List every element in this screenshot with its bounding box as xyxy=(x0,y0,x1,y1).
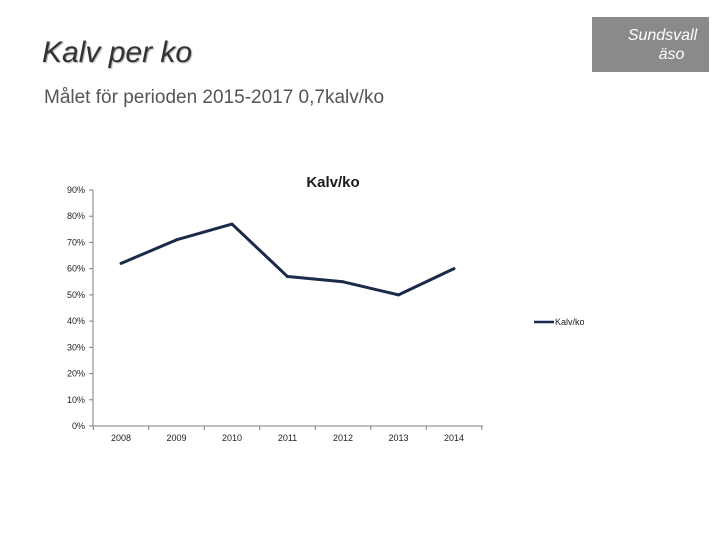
x-tick-label: 2010 xyxy=(222,433,242,443)
data-point xyxy=(119,261,123,265)
x-tick-label: 2014 xyxy=(444,433,464,443)
logo: Sundsvall äso xyxy=(592,17,709,72)
logo-line-2: äso xyxy=(658,45,685,63)
y-tick-label: 30% xyxy=(67,342,85,352)
y-tick-label: 80% xyxy=(67,211,85,221)
data-point xyxy=(230,222,234,226)
x-tick-label: 2009 xyxy=(166,433,186,443)
x-tick-label: 2011 xyxy=(278,433,297,443)
y-tick-label: 70% xyxy=(67,237,85,247)
data-point xyxy=(175,238,178,242)
slide-title: Kalv per ko xyxy=(42,36,193,69)
chart-legend: Kalv/ko xyxy=(534,317,585,327)
data-point xyxy=(286,275,289,279)
series-line xyxy=(120,222,455,297)
chart-title: Kalv/ko xyxy=(306,174,359,191)
chart-axes: 0% 10% 20% 30% 40% 50% 60% 70% 80% 90% 2008 2009 201… xyxy=(67,185,483,443)
y-tick-label: 40% xyxy=(67,316,85,326)
data-point xyxy=(397,293,400,297)
x-tick-label: 2012 xyxy=(333,433,353,443)
slide-subtitle: Målet för perioden 2015-2017 0,7kalv/ko xyxy=(44,87,385,108)
legend-label: Kalv/ko xyxy=(555,317,585,327)
data-point xyxy=(341,280,345,284)
x-tick-label: 2013 xyxy=(388,433,408,443)
logo-line-1: Sundsvall xyxy=(627,26,698,44)
y-tick-label: 20% xyxy=(67,369,85,379)
y-tick-label: 60% xyxy=(67,264,85,274)
data-point xyxy=(452,267,456,271)
y-tick-label: 10% xyxy=(67,395,85,405)
y-tick-label: 0% xyxy=(72,421,85,431)
y-tick-label: 50% xyxy=(67,290,85,300)
chart-series-layer xyxy=(119,222,456,297)
y-tick-label: 90% xyxy=(67,185,85,195)
x-tick-label: 2008 xyxy=(111,433,131,443)
